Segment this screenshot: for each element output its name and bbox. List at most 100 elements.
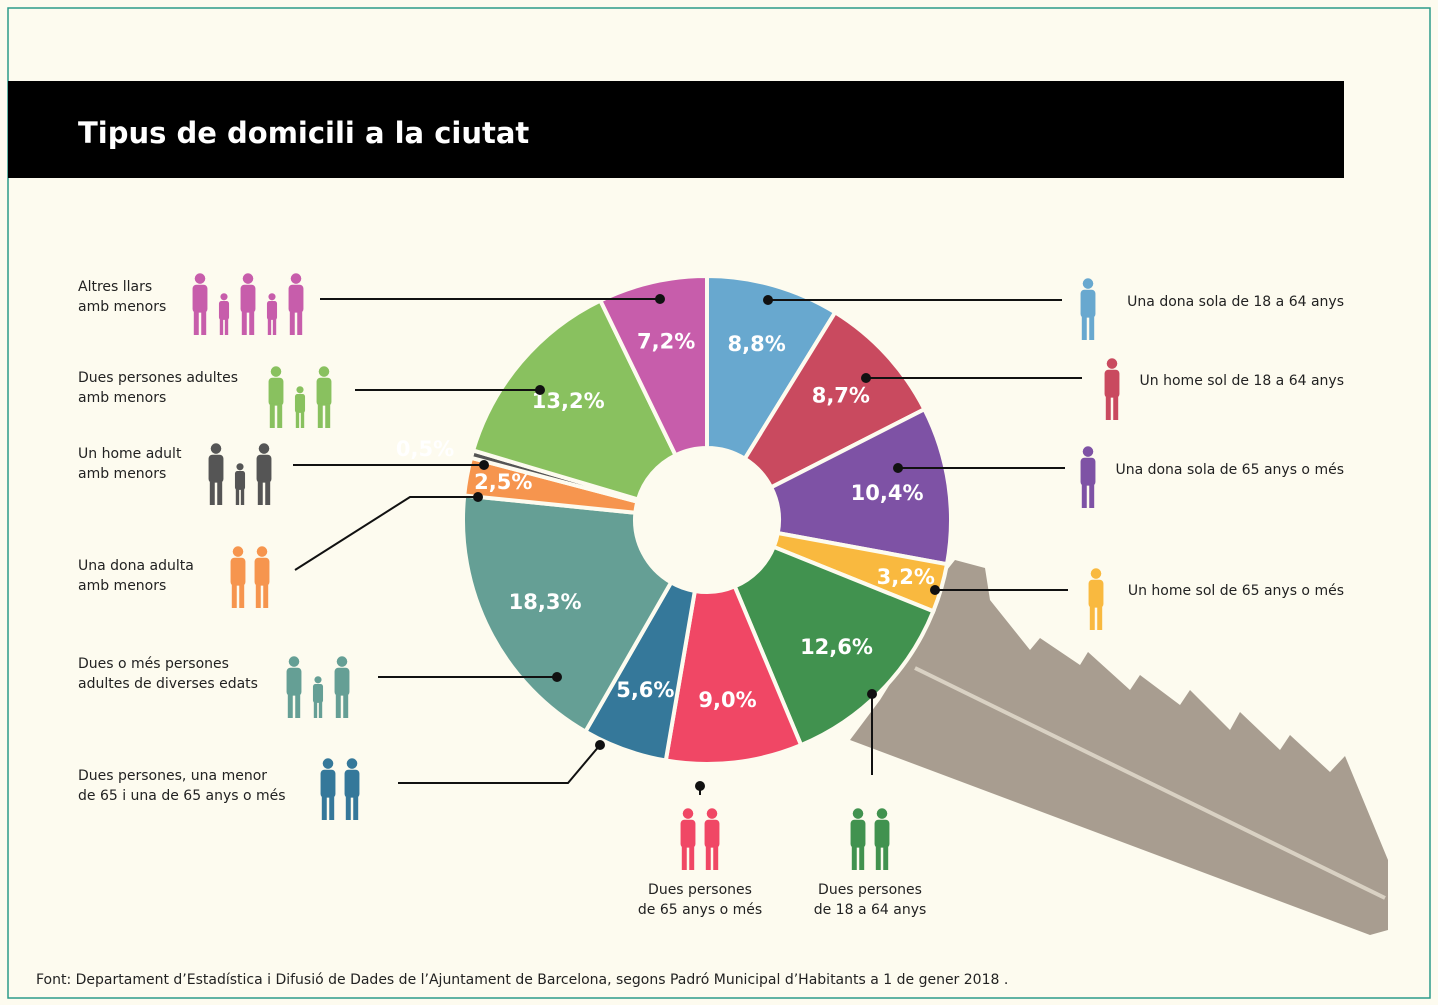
person-head [314, 676, 322, 684]
category-label: Un home sol de 65 anys o més [1127, 583, 1344, 599]
person-leg [300, 411, 305, 428]
person-head [288, 656, 300, 667]
leader-dot [479, 460, 489, 470]
person-head [232, 546, 244, 557]
person-body [268, 377, 284, 406]
leader-dot [861, 373, 871, 383]
person-body [266, 300, 278, 320]
person-leg [249, 310, 255, 335]
person-leg [224, 318, 229, 335]
person-leg [713, 845, 719, 870]
person-leg [851, 845, 857, 870]
person-head [256, 546, 268, 557]
person-leg [267, 318, 272, 335]
person-leg [1097, 605, 1103, 630]
person-head [1106, 358, 1118, 369]
person-leg [875, 845, 881, 870]
person-head [876, 808, 888, 819]
person-leg [705, 845, 711, 870]
leader-dot [535, 385, 545, 395]
people-icon [1104, 358, 1120, 420]
person-leg [241, 310, 247, 335]
person-body [208, 454, 224, 483]
people-icon [286, 656, 350, 718]
chart-title: Tipus de domicili a la ciutat [78, 116, 530, 150]
person-leg [231, 583, 237, 608]
person-leg [240, 488, 245, 505]
person-head [296, 386, 304, 394]
person-leg [1081, 315, 1087, 340]
person-leg [295, 411, 300, 428]
person-leg [353, 795, 359, 820]
person-body [344, 769, 360, 798]
slice [732, 544, 936, 748]
key [850, 560, 1388, 935]
person-body [218, 300, 230, 320]
person-leg [335, 693, 341, 718]
person-head [322, 758, 334, 769]
value-label: 18,3% [509, 590, 582, 614]
category-label: Altres llars amb menors [78, 279, 167, 315]
value-label: 13,2% [532, 389, 605, 413]
person-body [704, 819, 720, 848]
person-body [192, 284, 208, 313]
person-body [320, 769, 336, 798]
person-leg [217, 480, 223, 505]
person-body [1080, 457, 1096, 486]
person-leg [1089, 605, 1095, 630]
leader-line [398, 744, 601, 784]
slice [461, 493, 674, 735]
leader-dot [655, 294, 665, 304]
person-head [1090, 568, 1102, 579]
leader-dot [473, 492, 483, 502]
person-leg [235, 488, 240, 505]
person-body [254, 557, 270, 586]
person-leg [289, 310, 295, 335]
person-head [268, 293, 276, 301]
person-leg [219, 318, 224, 335]
slice [768, 406, 953, 567]
person-leg [297, 310, 303, 335]
leader-dot [867, 689, 877, 699]
person-leg [201, 310, 207, 335]
people-icon [680, 808, 720, 870]
slice [470, 297, 679, 502]
person-leg [239, 583, 245, 608]
person-leg [689, 845, 695, 870]
value-label: 10,4% [851, 481, 924, 505]
person-head [852, 808, 864, 819]
person-leg [345, 795, 351, 820]
person-body [288, 284, 304, 313]
person-leg [287, 693, 293, 718]
person-head [220, 293, 228, 301]
person-leg [209, 480, 215, 505]
people-icon [192, 273, 304, 335]
value-label: 3,2% [877, 565, 935, 589]
leader-dot [595, 740, 605, 750]
person-leg [325, 403, 331, 428]
people-icon [850, 808, 890, 870]
person-leg [193, 310, 199, 335]
person-body [1088, 579, 1104, 608]
category-label: Dues persones, una menor de 65 i una de … [78, 768, 286, 804]
person-body [230, 557, 246, 586]
people-icon [1080, 278, 1096, 340]
people-icon [268, 366, 332, 428]
person-leg [255, 583, 261, 608]
leader-dot [552, 672, 562, 682]
person-body [234, 470, 246, 490]
person-head [1082, 278, 1094, 289]
person-head [270, 366, 282, 377]
person-leg [295, 693, 301, 718]
person-body [874, 819, 890, 848]
person-leg [883, 845, 889, 870]
person-body [680, 819, 696, 848]
person-body [1104, 369, 1120, 398]
slice [742, 309, 928, 491]
value-label: 2,5% [474, 470, 532, 494]
people-icon [1088, 568, 1104, 630]
category-label: Una dona adulta amb menors [78, 558, 194, 594]
person-body [312, 683, 324, 703]
icons [192, 273, 1120, 870]
title-bar [8, 81, 1344, 178]
